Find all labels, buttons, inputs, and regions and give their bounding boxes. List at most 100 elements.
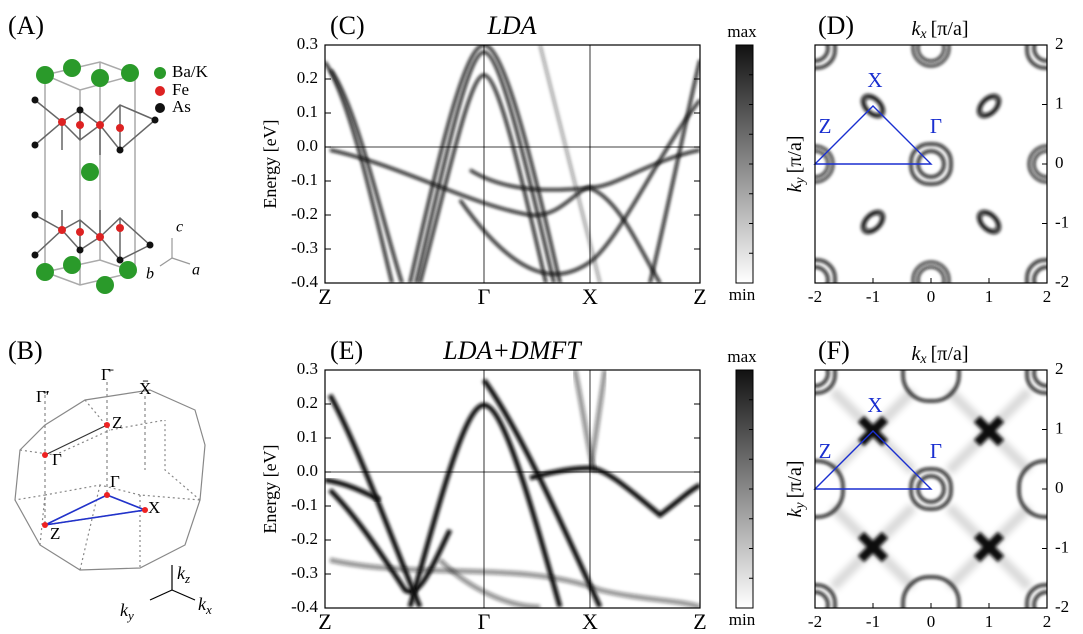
axis-unit: [π/a] xyxy=(784,461,806,499)
axis-label: ky [π/a] xyxy=(784,136,809,193)
fs-pocket xyxy=(1025,370,1047,395)
fs-pocket xyxy=(1032,265,1047,283)
axis-symbol: k xyxy=(784,182,806,192)
band xyxy=(529,465,700,519)
y-tick-label: -0.2 xyxy=(291,204,318,223)
fs-haze xyxy=(829,503,917,591)
y-tick-label: -0.1 xyxy=(291,495,318,514)
bz-point-label: Z xyxy=(112,413,122,432)
fs-pocket xyxy=(901,370,961,403)
band xyxy=(329,557,700,608)
axis-subscript: z xyxy=(184,571,190,586)
axis-symbol: k xyxy=(784,507,806,517)
high-symmetry-path xyxy=(813,430,933,490)
band xyxy=(438,558,541,608)
fs-pocket xyxy=(815,45,837,70)
fs-pocket xyxy=(815,590,830,608)
band xyxy=(418,73,548,283)
axis-label: c xyxy=(176,219,183,236)
band xyxy=(648,59,700,283)
y-tick-label: -0.1 xyxy=(291,170,318,189)
x-tick-label: Z xyxy=(318,609,331,634)
y-tick-label: 0 xyxy=(1055,478,1064,497)
y-tick-label: 0.3 xyxy=(297,34,318,53)
x-tick-label: Z xyxy=(318,284,331,309)
panel-label: (F) xyxy=(818,336,850,365)
y-tick-label: -0.2 xyxy=(291,529,318,548)
panel-label: (A) xyxy=(8,11,44,40)
y-tick-label: -0.3 xyxy=(291,238,318,257)
fs-pocket xyxy=(1027,144,1047,184)
x-tick-label: -2 xyxy=(808,612,822,631)
x-tick-label: 1 xyxy=(985,287,994,306)
y-tick-label: -2 xyxy=(1055,272,1069,291)
y-tick-label: 0.0 xyxy=(297,136,318,155)
bz-point-label: Γ̄ xyxy=(101,365,114,384)
high-symmetry-path xyxy=(813,105,933,165)
plot-frame xyxy=(324,44,701,284)
fs-pocket xyxy=(1032,590,1047,608)
fs-pocket xyxy=(916,265,946,283)
fs-pocket xyxy=(815,258,837,283)
y-tick-label: 0.3 xyxy=(297,359,318,378)
fs-haze xyxy=(945,503,1033,591)
fs-pocket xyxy=(815,370,830,388)
band xyxy=(538,45,602,283)
fs-pocket xyxy=(1025,45,1047,70)
band xyxy=(572,370,598,473)
axes-arrows xyxy=(149,238,196,601)
band xyxy=(329,148,700,217)
band-structure xyxy=(325,370,700,608)
y-tick-label: 0.2 xyxy=(297,68,318,87)
axis-label: b xyxy=(146,266,154,283)
k-point-label: Γ xyxy=(930,439,942,463)
fs-pocket xyxy=(1032,45,1047,63)
bz-point-label: X̄ xyxy=(139,379,151,398)
legend-label: Ba/K xyxy=(172,62,209,81)
band xyxy=(481,378,603,608)
panel-label: (E) xyxy=(330,336,363,365)
axis-label: kz xyxy=(177,563,190,586)
y-tick-label: -0.3 xyxy=(291,563,318,582)
band-structure xyxy=(325,45,700,283)
axis-symbol: k xyxy=(912,343,922,365)
axis-unit: [π/a] xyxy=(784,136,806,174)
y-tick-label: 0.1 xyxy=(297,427,318,446)
axis-subscript: y xyxy=(793,502,808,511)
fs-pocket xyxy=(863,212,883,232)
y-axis-label: Energy [eV] xyxy=(260,119,280,208)
axis-label: ky xyxy=(120,600,134,623)
y-tick-label: 0.0 xyxy=(297,461,318,480)
axis-unit: [π/a] xyxy=(931,343,969,365)
k-point-label: Z xyxy=(819,439,832,463)
panel-title: LDA+DMFT xyxy=(442,336,582,365)
k-point-label: X xyxy=(867,393,882,417)
y-tick-label: 0 xyxy=(1055,153,1064,172)
bz-point-label: Γ̄′ xyxy=(36,387,50,406)
y-tick-label: 0.2 xyxy=(297,393,318,412)
axis-subscript: y xyxy=(126,608,134,623)
x-tick-label: 0 xyxy=(927,287,936,306)
band xyxy=(325,61,394,283)
panel-label: (C) xyxy=(330,11,365,40)
band xyxy=(327,393,423,608)
brillouin-zone xyxy=(14,382,206,571)
y-tick-label: 1 xyxy=(1055,418,1064,437)
panel-title: LDA xyxy=(486,11,536,40)
fs-pocket xyxy=(911,260,951,283)
atoms xyxy=(31,59,166,294)
axis-symbol: k xyxy=(177,563,186,583)
x-tick-label: 0 xyxy=(927,612,936,631)
fs-pocket xyxy=(976,93,1002,119)
axis-subscript: x xyxy=(919,352,927,367)
fs-pocket xyxy=(815,370,837,395)
colorbar-label: min xyxy=(729,285,756,304)
axis-symbol: k xyxy=(198,594,207,614)
band xyxy=(458,99,700,276)
fs-pocket xyxy=(976,209,1002,235)
y-tick-label: -2 xyxy=(1055,597,1069,616)
x-tick-label: Z xyxy=(693,609,706,634)
y-tick-label: -0.4 xyxy=(291,272,318,291)
fermi-surface xyxy=(815,45,1047,283)
fs-pocket xyxy=(815,45,830,63)
